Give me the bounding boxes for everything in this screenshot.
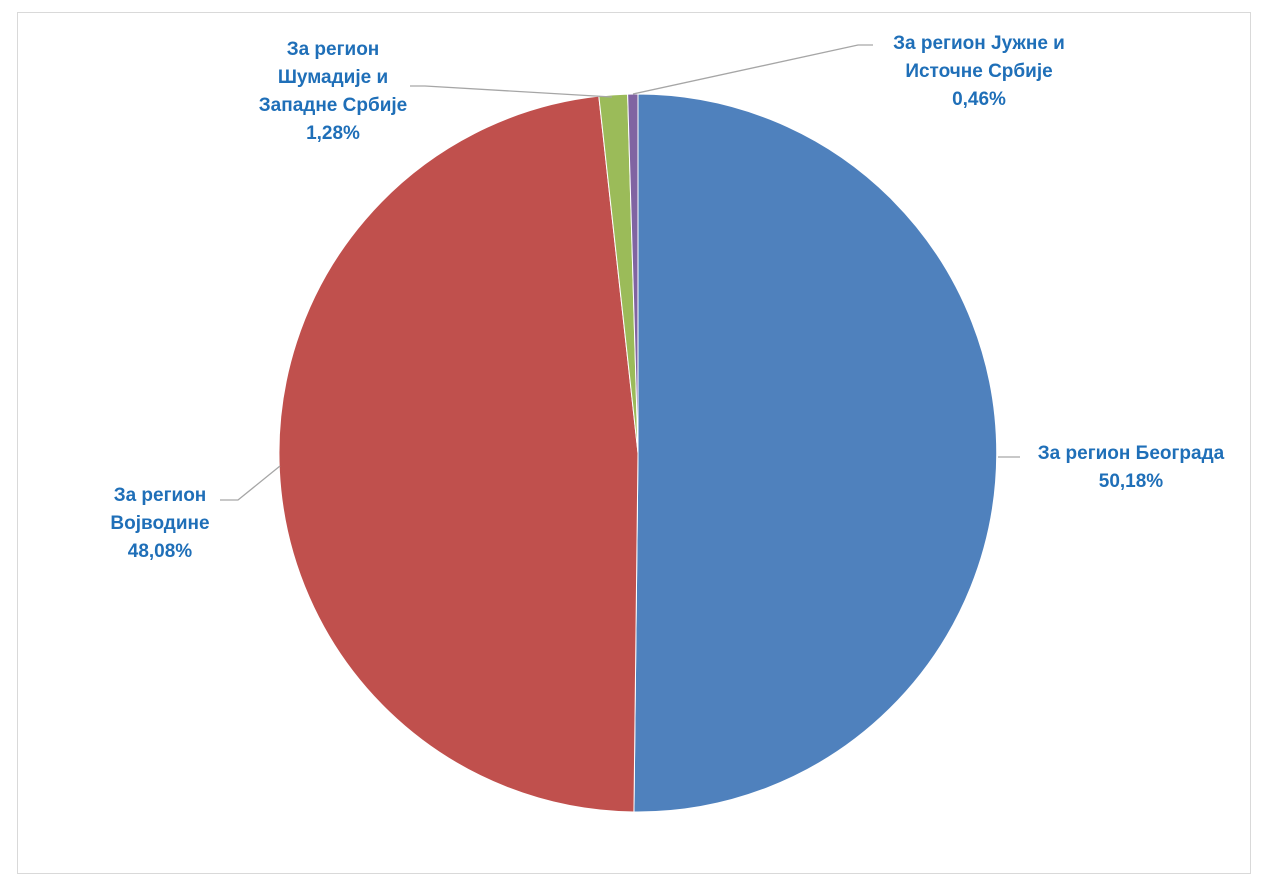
leader-line xyxy=(410,85,613,98)
data-label-value: 1,28% xyxy=(306,123,360,144)
data-label-category: Западне Србије xyxy=(259,95,407,116)
data-label: За регион Београда 50,18% xyxy=(1038,443,1225,492)
data-label-value: 50,18% xyxy=(1099,471,1164,492)
pie-slice xyxy=(633,93,998,813)
data-label-category: Војводине xyxy=(110,513,209,534)
data-label-category: За регион xyxy=(287,39,380,60)
pie-slice xyxy=(627,93,639,454)
leader-line xyxy=(632,44,873,95)
pie-slice xyxy=(278,95,639,813)
leader-lines xyxy=(220,44,1020,501)
data-label-category: За регион xyxy=(114,485,207,506)
data-label-category: За регион Јужне и xyxy=(893,33,1065,54)
data-labels: За регион Београда 50,18% За регион Војводи… xyxy=(110,33,1224,562)
data-label: За регион Војводине 48,08% xyxy=(110,485,209,562)
data-label-value: 0,46% xyxy=(952,89,1006,110)
data-label-category: Источне Србије xyxy=(905,61,1052,82)
data-label-value: 48,08% xyxy=(128,541,193,562)
leader-line xyxy=(220,465,281,501)
data-label-category: За регион Београда xyxy=(1038,443,1225,464)
pie-slices xyxy=(278,93,998,813)
data-label: За регион Јужне и Источне Србије 0,46% xyxy=(893,33,1065,110)
data-label: За регион Шумадије и Западне Србије 1,28% xyxy=(259,39,407,144)
data-label-category: Шумадије и xyxy=(278,67,388,88)
